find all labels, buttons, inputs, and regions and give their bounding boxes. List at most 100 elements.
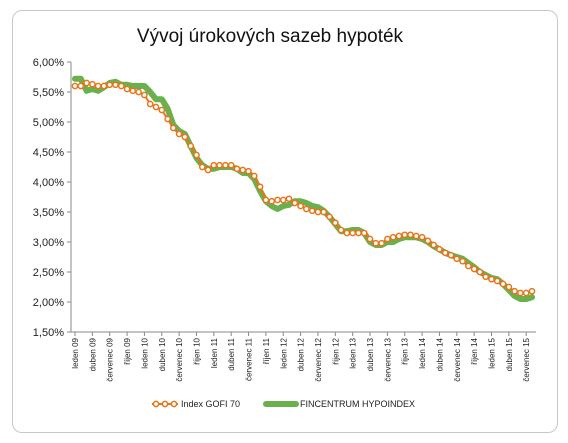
y-tick-label: 6,00% <box>33 57 64 69</box>
point-index-gofi-70 <box>169 124 177 132</box>
x-tick-label: říjen 11 <box>262 337 271 364</box>
x-axis-ticks: leden 09 duben 09 červenec 09 říjen 09 leden… <box>71 332 531 382</box>
y-tick-label: 4,50% <box>33 147 64 159</box>
point-index-gofi-70 <box>465 262 472 270</box>
point-index-gofi-70 <box>210 161 218 169</box>
point-index-gofi-70 <box>285 195 293 203</box>
point-index-gofi-70 <box>355 229 362 237</box>
x-tick-label: duben 12 <box>297 337 306 371</box>
y-tick-label: 4,00% <box>33 177 64 189</box>
point-index-gofi-70 <box>129 87 137 95</box>
point-index-gofi-70 <box>453 255 461 263</box>
legend-marker-index-gofi-70 <box>170 400 178 408</box>
point-index-gofi-70 <box>297 202 304 210</box>
y-tick-label: 5,00% <box>33 117 64 129</box>
point-index-gofi-70 <box>424 237 432 245</box>
x-tick-label: červenec 10 <box>175 337 184 381</box>
chart-title: Vývoj úrokových sazeb hypoték <box>137 26 404 47</box>
x-tick-label: říjen 13 <box>401 337 410 364</box>
x-tick-label: duben 10 <box>158 337 167 371</box>
x-tick-label: říjen 12 <box>331 337 340 364</box>
point-index-gofi-70 <box>71 82 79 90</box>
point-index-gofi-70 <box>89 80 96 88</box>
point-index-gofi-70 <box>517 289 524 297</box>
point-index-gofi-70 <box>193 151 200 159</box>
point-index-gofi-70 <box>459 257 466 265</box>
point-index-gofi-70 <box>378 239 385 247</box>
x-tick-label: duben 09 <box>88 337 97 371</box>
point-index-gofi-70 <box>268 197 276 205</box>
point-index-gofi-70 <box>83 79 90 87</box>
point-index-gofi-70 <box>343 229 351 237</box>
legend-marker-index-gofi-70 <box>161 400 169 408</box>
series-line-fincentrum-hypoindex <box>72 75 535 302</box>
point-index-gofi-70 <box>401 231 409 239</box>
x-tick-label: duben 14 <box>435 337 444 371</box>
point-index-gofi-70 <box>511 287 518 295</box>
point-index-gofi-70 <box>476 268 484 276</box>
x-tick-label: duben 13 <box>366 337 375 371</box>
point-index-gofi-70 <box>488 275 495 283</box>
point-index-gofi-70 <box>331 219 339 227</box>
point-index-gofi-70 <box>407 231 414 239</box>
point-index-gofi-70 <box>204 166 212 174</box>
point-index-gofi-70 <box>239 166 247 174</box>
x-tick-label: červenec 15 <box>522 337 531 381</box>
x-tick-label: leden 15 <box>488 337 497 368</box>
point-index-gofi-70 <box>291 199 299 207</box>
y-tick-label: 3,50% <box>33 207 64 219</box>
x-tick-label: leden 11 <box>210 337 219 368</box>
point-index-gofi-70 <box>499 280 507 288</box>
point-index-gofi-70 <box>216 161 223 169</box>
point-index-gofi-70 <box>158 106 166 114</box>
y-axis-ticks: 6,00% 5,50% 5,00% 4,50% 4,00% 3,50% 3,00% 2,50%… <box>33 57 71 339</box>
point-index-gofi-70 <box>360 229 368 237</box>
point-index-gofi-70 <box>198 163 206 171</box>
x-tick-label: duben 11 <box>227 337 236 370</box>
point-index-gofi-70 <box>94 82 102 90</box>
x-tick-label: duben 15 <box>505 337 514 371</box>
point-index-gofi-70 <box>505 283 513 291</box>
point-index-gofi-70 <box>106 81 114 89</box>
point-index-gofi-70 <box>112 81 119 89</box>
x-tick-label: červenec 12 <box>314 337 323 381</box>
point-index-gofi-70 <box>436 245 443 253</box>
chart-frame <box>12 10 558 433</box>
x-tick-label: červenec 11 <box>245 337 254 381</box>
x-tick-label: leden 10 <box>140 337 149 368</box>
x-tick-label: leden 12 <box>279 337 288 368</box>
point-index-gofi-70 <box>141 91 148 99</box>
point-index-gofi-70 <box>77 82 85 90</box>
x-tick-label: říjen 14 <box>470 337 479 364</box>
point-index-gofi-70 <box>279 196 287 204</box>
point-index-gofi-70 <box>522 289 530 297</box>
point-index-gofi-70 <box>222 161 229 169</box>
point-index-gofi-70 <box>175 130 183 138</box>
point-index-gofi-70 <box>146 100 154 108</box>
point-index-gofi-70 <box>100 82 108 90</box>
x-tick-label: říjen 10 <box>192 337 201 364</box>
x-tick-label: leden 14 <box>418 337 427 368</box>
point-index-gofi-70 <box>314 208 322 216</box>
point-index-gofi-70 <box>303 205 310 213</box>
y-tick-label: 2,00% <box>33 297 64 309</box>
point-index-gofi-70 <box>308 207 316 215</box>
point-index-gofi-70 <box>123 85 131 93</box>
point-index-gofi-70 <box>372 239 380 247</box>
x-tick-label: leden 13 <box>349 337 358 368</box>
point-index-gofi-70 <box>384 235 391 243</box>
legend-label-index-gofi-70: Index GOFI 70 <box>181 399 240 409</box>
point-index-gofi-70 <box>262 196 270 204</box>
point-index-gofi-70 <box>418 233 426 241</box>
y-tick-label: 2,50% <box>33 267 64 279</box>
point-index-gofi-70 <box>349 229 357 237</box>
x-tick-label: říjen 09 <box>123 337 132 364</box>
point-index-gofi-70 <box>430 241 438 249</box>
point-index-gofi-70 <box>135 88 142 96</box>
legend-marker-index-gofi-70 <box>152 400 160 408</box>
x-tick-label: leden 09 <box>71 337 80 368</box>
point-index-gofi-70 <box>181 133 189 141</box>
point-index-gofi-70 <box>366 235 374 243</box>
series-layer <box>71 75 536 302</box>
